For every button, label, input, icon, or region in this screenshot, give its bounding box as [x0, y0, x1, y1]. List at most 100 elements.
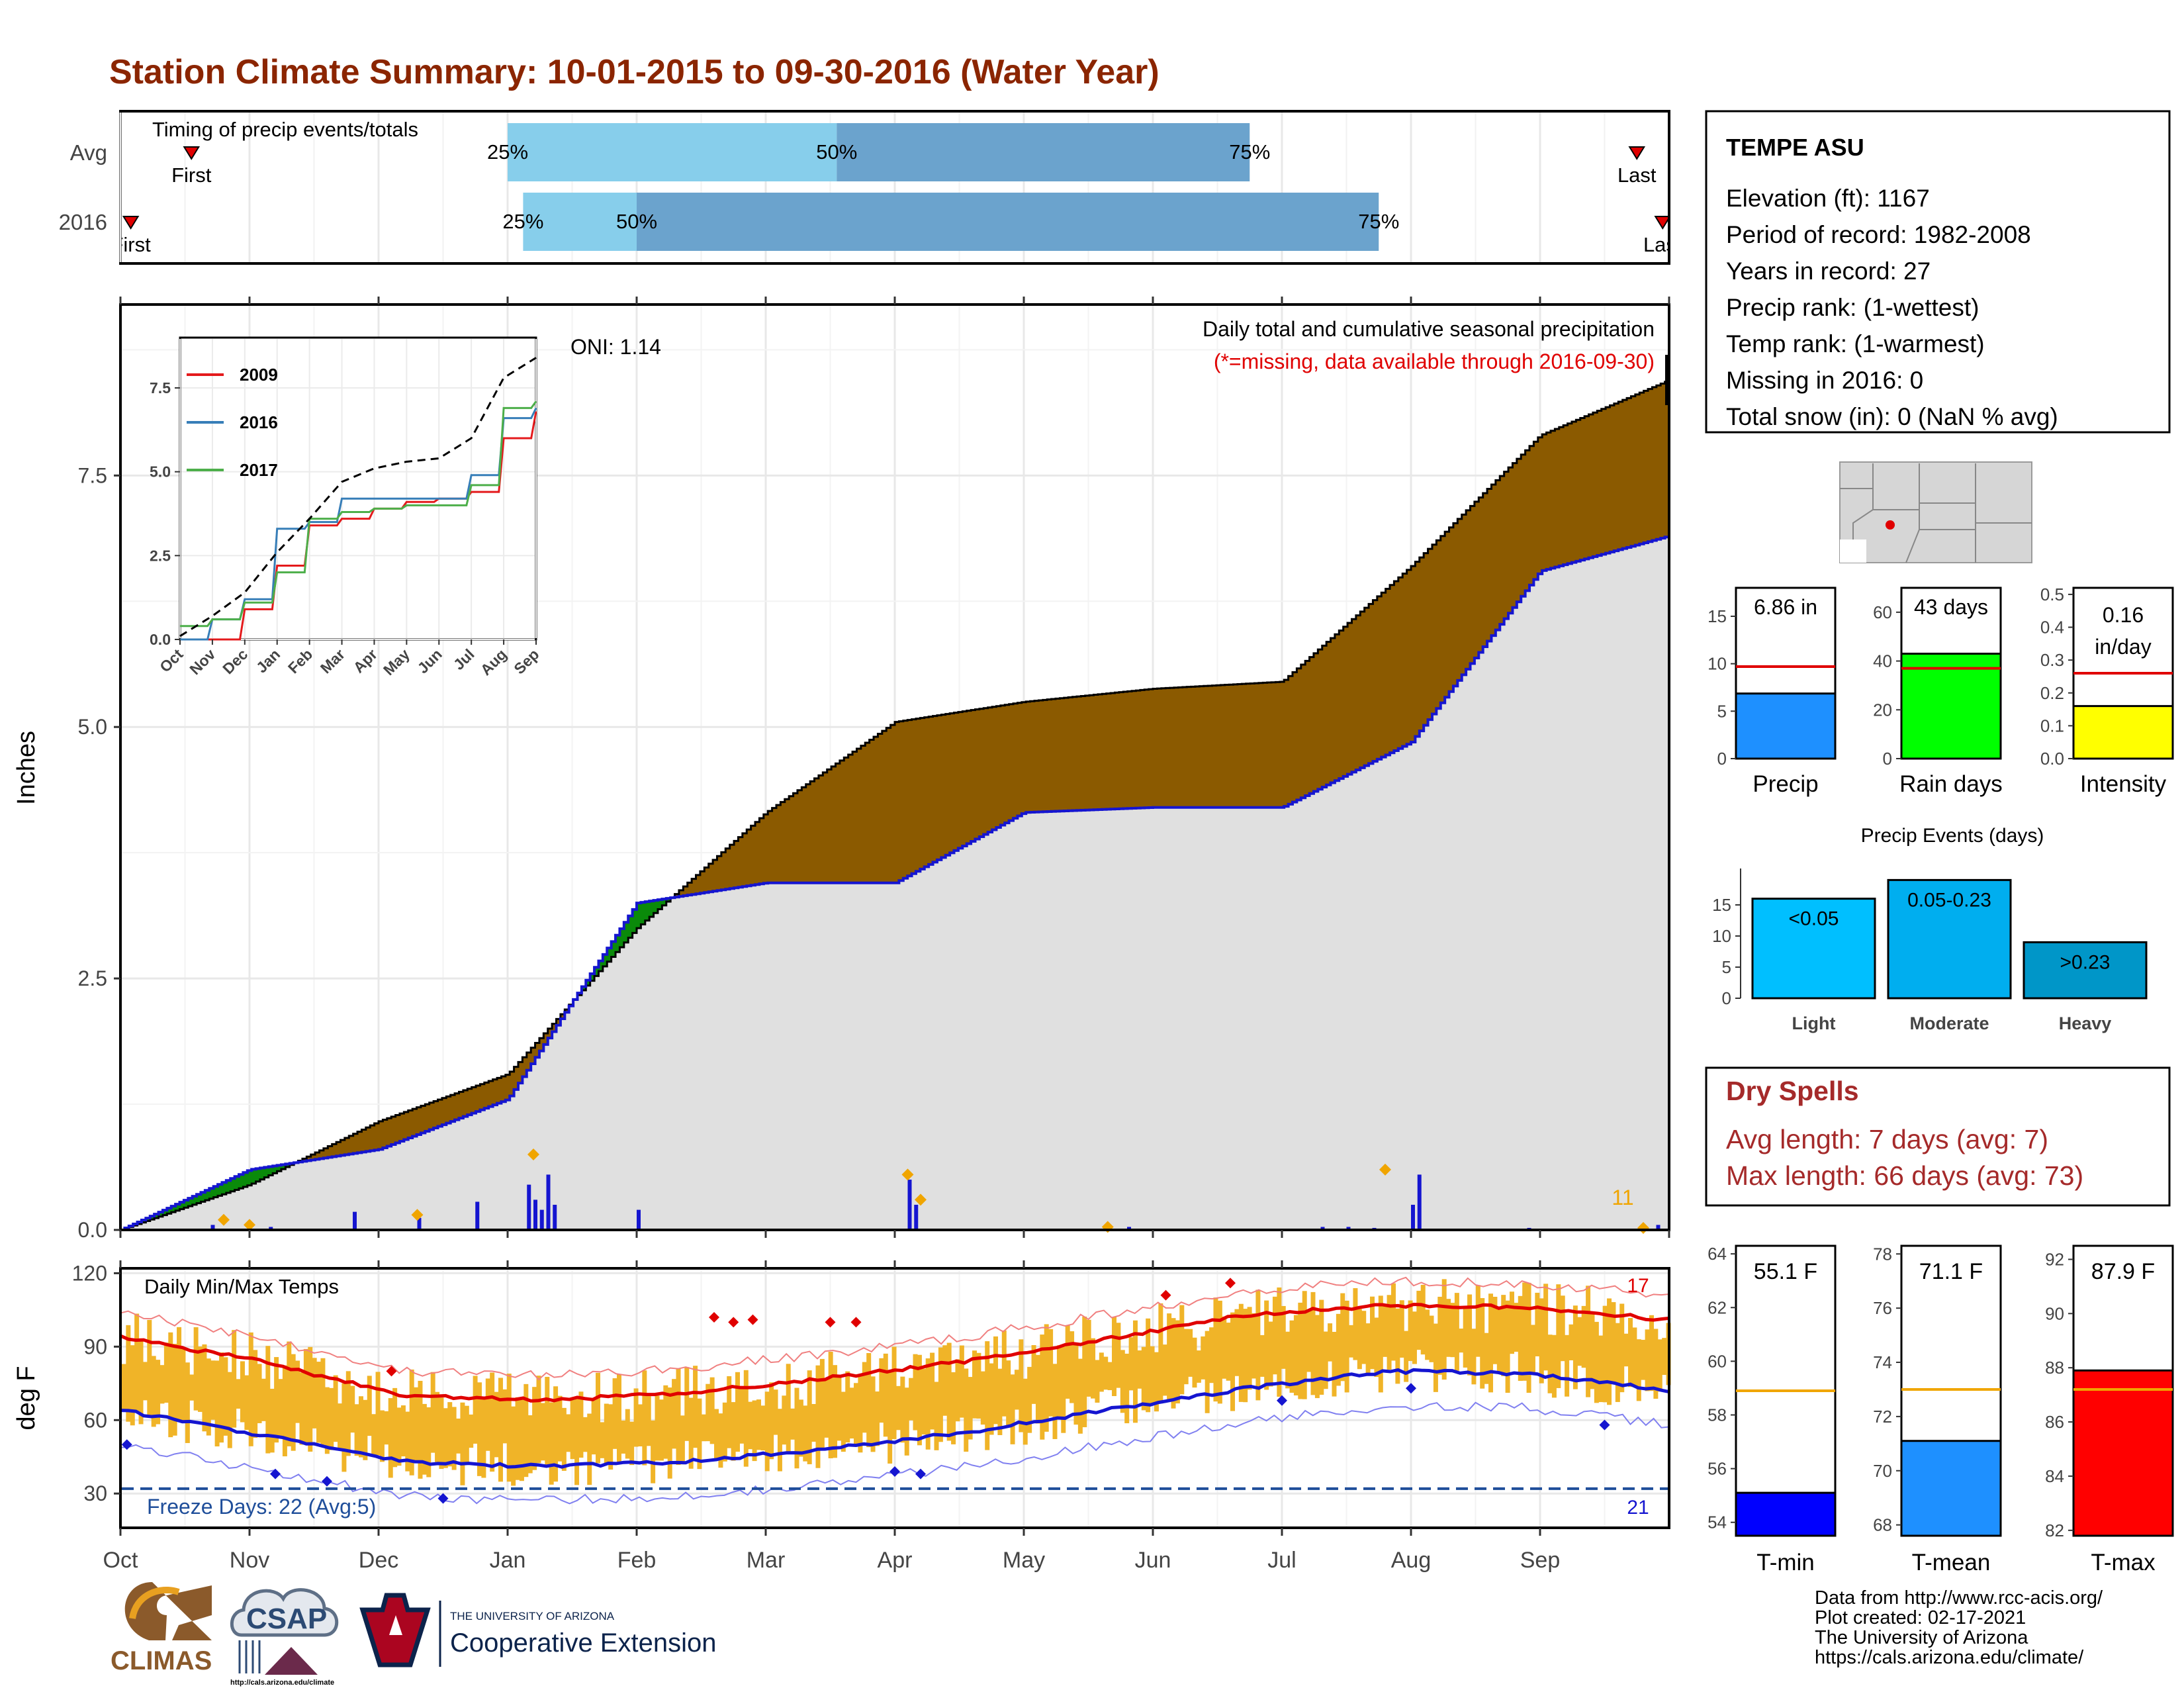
daily-precip-marker	[901, 1168, 914, 1181]
daily-temp-range-bar	[1205, 1331, 1210, 1413]
daily-temp-range-bar	[1530, 1325, 1535, 1373]
daily-temp-range-bar	[1293, 1315, 1298, 1396]
daily-temp-range-bar	[1031, 1344, 1036, 1404]
timing-row-label-avg: Avg	[70, 140, 107, 165]
station-period: Period of record: 1982-2008	[1726, 221, 2031, 248]
daily-temp-range-bar	[1459, 1329, 1464, 1353]
inset-line-2009	[180, 411, 537, 641]
record-high-marker	[747, 1314, 758, 1325]
inset-ytick-label: 7.5	[150, 379, 171, 397]
daily-temp-range-bar	[1124, 1353, 1130, 1424]
daily-temp-range-bar	[414, 1387, 419, 1462]
daily-temp-range-bar	[1615, 1323, 1620, 1402]
daily-temp-range-bar	[1344, 1300, 1349, 1393]
daily-temp-range-bar	[527, 1415, 533, 1474]
daily-temp-range-bar	[126, 1325, 131, 1422]
month-tick-label: May	[1003, 1548, 1045, 1573]
climas-logo: CLIMAS	[111, 1582, 212, 1675]
daily-temp-range-bar	[1657, 1339, 1662, 1392]
dry-spells-avg: Avg length: 7 days (avg: 7)	[1726, 1124, 2048, 1154]
temp-summary-tick-label: 58	[1707, 1405, 1727, 1425]
daily-temp-range-bar	[946, 1342, 952, 1441]
station-missing: Missing in 2016: 0	[1726, 367, 1923, 394]
inset-frame	[179, 336, 537, 641]
daily-temp-range-bar	[265, 1346, 271, 1454]
record-low-marker	[889, 1466, 900, 1477]
daily-temp-range-bar	[278, 1379, 283, 1438]
daily-temp-range-bar	[1077, 1358, 1083, 1434]
daily-temp-range-bar	[663, 1385, 668, 1459]
daily-precip-bar	[475, 1201, 480, 1230]
month-axis: Oct Nov Dec Jan Feb Mar Apr May Jun Jul Aug Sep	[103, 1260, 1560, 1573]
event-bar-value: >0.23	[2060, 951, 2111, 973]
daily-temp-range-bar	[1475, 1285, 1480, 1357]
daily-temp-range-bar	[756, 1399, 761, 1450]
daily-temp-range-bar	[1412, 1311, 1417, 1364]
daily-temp-range-bar	[1234, 1309, 1240, 1376]
daily-temp-range-bar	[1175, 1320, 1180, 1404]
daily-temp-range-bar	[1611, 1302, 1616, 1382]
daily-temp-range-bar	[790, 1408, 796, 1440]
daily-temp-range-bar	[1128, 1337, 1134, 1391]
daily-temp-range-bar	[189, 1374, 195, 1401]
event-bar-light	[1751, 898, 1876, 1000]
daily-temp-range-bar	[862, 1362, 867, 1433]
daily-temp-range-bar	[582, 1417, 588, 1452]
inset-ytick-label: 5.0	[150, 463, 171, 481]
daily-temp-range-bar	[807, 1370, 812, 1464]
daily-temp-range-bar	[198, 1346, 203, 1412]
record-high-marker	[1160, 1289, 1171, 1301]
daily-temp-range-bar	[1091, 1338, 1096, 1399]
record-low-marker	[1406, 1383, 1416, 1394]
observed-cumulative-line	[120, 536, 1670, 1231]
csap-cloud	[230, 1588, 339, 1637]
daily-temp-range-bar	[887, 1370, 893, 1464]
daily-temp-range-bar	[151, 1356, 156, 1427]
temp-summary-tick-label: 70	[1873, 1461, 1892, 1481]
daily-temp-range-bar	[895, 1385, 901, 1430]
daily-temp-range-bar	[1572, 1305, 1578, 1389]
daily-temp-range-bar	[866, 1353, 872, 1448]
daily-temp-range-bar	[1247, 1307, 1252, 1390]
daily-temp-range-bar	[1340, 1293, 1345, 1382]
daily-temp-range-bar	[819, 1358, 825, 1448]
timing-bar-25-50	[523, 193, 637, 251]
daily-temp-range-bar	[972, 1350, 978, 1419]
temp-summary-tick-label: 74	[1873, 1352, 1892, 1372]
daily-precip-marker	[527, 1149, 539, 1161]
daily-temp-range-bar	[1623, 1333, 1629, 1367]
daily-temp-range-bar	[185, 1362, 190, 1443]
daily-temp-range-bar	[473, 1376, 478, 1444]
daily-temp-range-bar	[608, 1404, 614, 1470]
precip-summary-bar	[1900, 653, 2002, 760]
daily-temp-range-bar	[1010, 1374, 1015, 1444]
daily-temp-range-bar	[308, 1346, 313, 1452]
daily-temp-range-bar	[633, 1388, 639, 1447]
footer-credits: Data from http://www.rcc-acis.org/ Plot …	[1815, 1587, 2103, 1668]
temp-summary-tick-label: 60	[1707, 1351, 1727, 1371]
daily-temp-range-bar	[464, 1405, 469, 1463]
daily-temp-range-bar	[172, 1344, 177, 1436]
daily-temp-range-bar	[210, 1360, 216, 1420]
daily-temp-range-bar	[481, 1397, 486, 1478]
daily-temp-range-bar	[1518, 1295, 1523, 1382]
climas-sun-arc	[129, 1586, 180, 1620]
daily-temp-range-bar	[909, 1378, 914, 1421]
daily-temp-range-bar	[291, 1354, 296, 1451]
footer-website: https://cals.arizona.edu/climate/	[1815, 1647, 2084, 1668]
daily-temp-range-bar	[312, 1358, 317, 1429]
precip-summary-tick-label: 15	[1707, 606, 1727, 626]
locator-map	[1839, 461, 2032, 563]
daily-temp-range-bar	[1480, 1297, 1485, 1389]
daily-precip-bar	[1127, 1227, 1131, 1230]
precip-y-axis: 0.0 2.5 5.0 7.5	[78, 297, 1670, 1242]
daily-temp-range-bar	[621, 1420, 626, 1454]
precip-summary-tick-label: 0.5	[2040, 585, 2064, 604]
daily-temp-range-bar	[1467, 1294, 1473, 1376]
daily-temp-range-bar	[604, 1403, 609, 1465]
daily-temp-range-bar	[646, 1396, 651, 1446]
daily-temp-range-bar	[1577, 1317, 1582, 1366]
daily-precip-bar	[907, 1180, 912, 1230]
